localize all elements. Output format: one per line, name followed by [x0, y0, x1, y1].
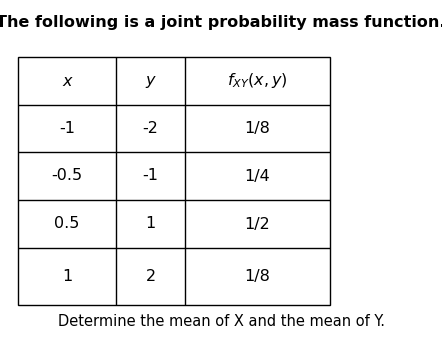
Text: x: x: [62, 73, 72, 88]
Text: 1/8: 1/8: [244, 269, 271, 284]
Text: 1: 1: [62, 269, 72, 284]
Text: -0.5: -0.5: [51, 168, 83, 184]
Text: $f_{XY}(x, y)$: $f_{XY}(x, y)$: [227, 71, 288, 91]
Text: 1/8: 1/8: [244, 121, 271, 136]
Text: 2: 2: [145, 269, 156, 284]
Text: 1/4: 1/4: [244, 168, 271, 184]
Text: Determine the mean of X and the mean of Y.: Determine the mean of X and the mean of …: [57, 314, 385, 329]
Text: -1: -1: [142, 168, 159, 184]
Text: 0.5: 0.5: [54, 216, 80, 232]
Text: 1/2: 1/2: [244, 216, 271, 232]
Text: -2: -2: [143, 121, 158, 136]
Text: y: y: [146, 73, 155, 88]
Text: 1: 1: [145, 216, 156, 232]
Text: -1: -1: [59, 121, 75, 136]
Text: The following is a joint probability mass function.: The following is a joint probability mas…: [0, 15, 442, 31]
